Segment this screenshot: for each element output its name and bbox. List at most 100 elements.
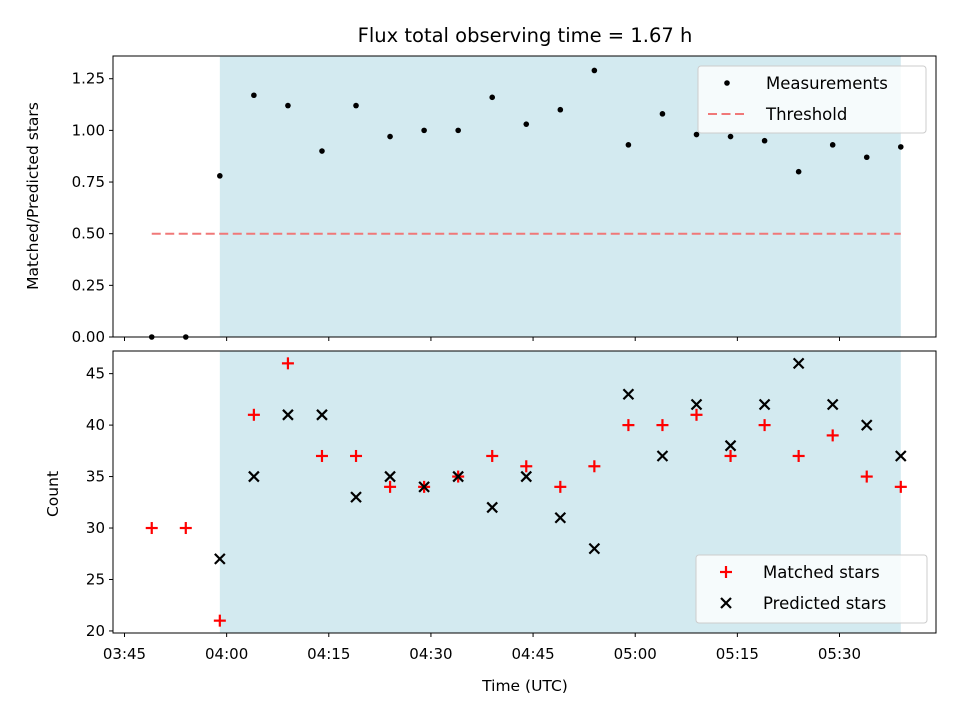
measurement-point [591, 67, 598, 74]
matched-star-point [520, 460, 533, 473]
x-tick-label: 05:00 [614, 645, 657, 663]
measurement-point [693, 131, 700, 138]
measurement-point [659, 111, 666, 117]
top-y-axis-title: Matched/Predicted stars [24, 102, 42, 290]
measurements-legend-label: Measurements [766, 74, 888, 93]
matched-star-point [860, 470, 873, 483]
top-y-tick-label: 0.25 [72, 276, 105, 294]
bottom-y-tick-label: 35 [86, 468, 105, 486]
measurement-point [727, 133, 734, 140]
predicted-star-point [826, 398, 839, 411]
matched-star-point [486, 449, 499, 462]
predicted-star-point [690, 398, 703, 411]
measurement-point [217, 173, 223, 179]
matched-star-point [826, 429, 839, 442]
measurement-point [863, 154, 870, 161]
predicted-star-point [588, 542, 601, 555]
measurement-point [319, 148, 325, 154]
measurement-point [523, 121, 530, 127]
predicted-star-point [860, 419, 873, 431]
bottom-legend-box [695, 554, 928, 624]
matched-star-point [247, 408, 260, 421]
predicted-star-point [656, 450, 669, 462]
matched-star-point [622, 419, 635, 432]
bottom-y-ticks: 20 25 30 35 40 45 [86, 365, 113, 640]
predicted-star-point [895, 450, 907, 462]
matched-star-point [588, 460, 601, 473]
matched-star-point [554, 480, 567, 493]
bottom-axes-frame [112, 350, 937, 634]
top-legend: Measurements Threshold [697, 65, 927, 134]
measurement-point [251, 92, 257, 99]
predicted-star-point [316, 409, 328, 421]
x-tick-label: 03:45 [103, 645, 146, 663]
matched-star-point [690, 408, 703, 421]
matched-stars-legend-marker [720, 566, 732, 578]
measurement-point [829, 142, 836, 148]
top-y-tick-label: 1.00 [72, 121, 105, 139]
predicted-star-point [486, 501, 498, 514]
matched-star-point [792, 449, 805, 462]
top-x-ticks [124, 337, 840, 341]
predicted-star-point [248, 470, 260, 483]
measurement-point [761, 137, 768, 144]
matched-star-point [724, 449, 737, 462]
predicted-star-point [520, 470, 533, 483]
top-y-ticks: 0.00 0.25 0.50 0.75 1.00 1.25 [72, 70, 113, 346]
x-tick-label: 05:15 [716, 645, 759, 663]
bottom-y-tick-label: 45 [86, 365, 105, 383]
bottom-x-ticks: 03:45 04:00 04:15 04:30 04:45 05:00 05:15 05:30 [103, 633, 861, 663]
x-tick-label: 04:15 [307, 645, 350, 663]
predicted-star-point [350, 491, 362, 503]
bottom-y-tick-label: 20 [86, 622, 105, 640]
threshold-legend-label: Threshold [765, 105, 847, 124]
predicted-star-point [418, 481, 430, 493]
matched-star-point [179, 522, 192, 535]
x-tick-label: 04:45 [511, 645, 554, 663]
top-panel: 0.00 0.25 0.50 0.75 1.00 1.25 Matched/Predict… [24, 55, 937, 346]
x-tick-label: 04:30 [409, 645, 452, 663]
matched-star-point [894, 480, 907, 493]
predicted-star-point [452, 470, 464, 483]
measurement-point [795, 168, 802, 175]
matched-star-point [315, 449, 328, 462]
predicted-stars-points [214, 357, 907, 565]
bottom-y-tick-label: 30 [86, 519, 105, 537]
predicted-star-point [792, 357, 805, 370]
bottom-y-axis-title: Count [44, 471, 62, 517]
measurement-point [353, 102, 359, 109]
top-y-tick-label: 0.75 [72, 173, 105, 191]
matched-star-point [758, 419, 771, 432]
measurement-point [557, 106, 564, 113]
matched-star-point [145, 522, 158, 535]
predicted-star-point [724, 439, 737, 452]
bottom-panel: 20 25 30 35 40 45 03:45 04:00 04:15 04:30 04:45 05… [44, 350, 937, 695]
predicted-stars-legend-label: Predicted stars [763, 594, 886, 613]
predicted-star-point [554, 511, 567, 524]
matched-stars-legend-label: Matched stars [763, 563, 880, 582]
measurement-point [455, 127, 461, 134]
bottom-y-tick-label: 40 [86, 416, 105, 434]
matched-stars-points [145, 357, 907, 627]
measurement-point [897, 144, 904, 150]
bottom-y-tick-label: 25 [86, 570, 105, 588]
bottom-legend: Matched stars Predicted stars [695, 554, 928, 624]
measurement-point [387, 133, 393, 140]
top-axes-frame [112, 55, 937, 338]
matched-star-point [656, 419, 669, 432]
predicted-star-point [282, 409, 294, 421]
predicted-stars-legend-marker [720, 597, 732, 609]
matched-star-point [213, 614, 226, 627]
predicted-star-point [622, 388, 635, 401]
measurement-point [285, 102, 291, 109]
measurements-legend-marker [724, 80, 730, 86]
matched-star-point [350, 449, 363, 462]
measurement-point [421, 127, 427, 134]
measurement-points [148, 67, 904, 340]
x-axis-title: Time (UTC) [481, 677, 568, 695]
chart-title: Flux total observing time = 1.67 h [358, 24, 693, 47]
top-y-tick-label: 0.00 [72, 328, 105, 346]
matched-star-point [281, 357, 294, 370]
matched-star-point [384, 480, 397, 493]
